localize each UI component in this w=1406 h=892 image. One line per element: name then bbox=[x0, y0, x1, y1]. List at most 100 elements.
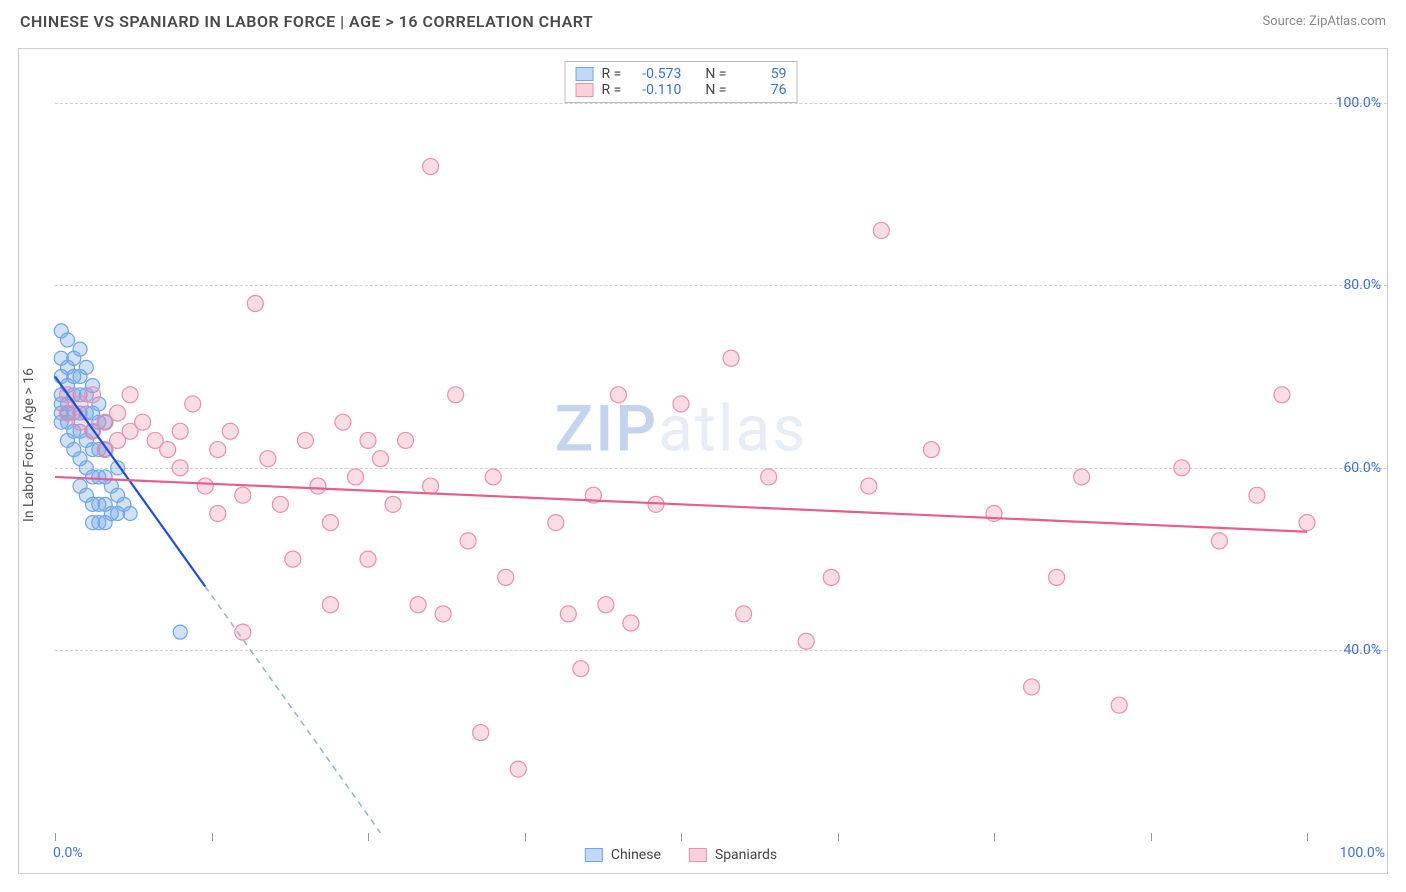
legend-bottom-spaniards: Spaniards bbox=[689, 847, 777, 863]
scatter-point-spaniards bbox=[285, 551, 301, 567]
scatter-point-spaniards bbox=[210, 442, 226, 458]
chart-frame: In Labor Force | Age > 16 40.0% 60.0% 80.0… bbox=[18, 48, 1388, 874]
scatter-point-spaniards bbox=[398, 432, 414, 448]
scatter-point-spaniards bbox=[1049, 569, 1065, 585]
scatter-point-spaniards bbox=[410, 597, 426, 613]
scatter-point-spaniards bbox=[573, 661, 589, 677]
header: CHINESE VS SPANIARD IN LABOR FORCE | AGE… bbox=[0, 0, 1406, 39]
x-tick bbox=[994, 833, 995, 841]
x-tick bbox=[1307, 833, 1308, 841]
scatter-point-spaniards bbox=[260, 451, 276, 467]
scatter-point-spaniards bbox=[723, 350, 739, 366]
scatter-point-spaniards bbox=[160, 442, 176, 458]
scatter-point-spaniards bbox=[598, 597, 614, 613]
scatter-point-spaniards bbox=[1249, 487, 1265, 503]
scatter-point-spaniards bbox=[197, 478, 213, 494]
scatter-point-spaniards bbox=[423, 159, 439, 175]
scatter-point-spaniards bbox=[1074, 469, 1090, 485]
scatter-point-spaniards bbox=[823, 569, 839, 585]
chart-title: CHINESE VS SPANIARD IN LABOR FORCE | AGE… bbox=[20, 12, 593, 31]
scatter-point-spaniards bbox=[385, 496, 401, 512]
scatter-point-spaniards bbox=[185, 396, 201, 412]
legend-swatch-chinese bbox=[585, 848, 603, 862]
x-tick bbox=[368, 833, 369, 841]
scatter-point-spaniards bbox=[1174, 460, 1190, 476]
legend-R-label: R = bbox=[602, 66, 622, 82]
scatter-point-spaniards bbox=[736, 606, 752, 622]
scatter-point-spaniards bbox=[873, 222, 889, 238]
x-axis-label-100: 100.0% bbox=[1340, 845, 1385, 861]
scatter-point-spaniards bbox=[235, 487, 251, 503]
trend-line-dash-chinese bbox=[205, 587, 380, 833]
scatter-point-spaniards bbox=[247, 295, 263, 311]
scatter-point-spaniards bbox=[122, 387, 138, 403]
scatter-point-spaniards bbox=[1024, 679, 1040, 695]
legend-R-label: R = bbox=[602, 82, 622, 98]
y-tick-label: 40.0% bbox=[1343, 642, 1381, 658]
scatter-point-spaniards bbox=[761, 469, 777, 485]
scatter-point-spaniards bbox=[1211, 533, 1227, 549]
scatter-point-spaniards bbox=[485, 469, 501, 485]
legend-swatch-chinese bbox=[576, 67, 594, 81]
plot-area: In Labor Force | Age > 16 40.0%60.0%80.0… bbox=[55, 57, 1307, 833]
x-tick bbox=[838, 833, 839, 841]
scatter-point-spaniards bbox=[110, 405, 126, 421]
legend-N-label: N = bbox=[705, 66, 726, 82]
legend-bottom: Chinese Spaniards bbox=[585, 847, 777, 863]
x-tick bbox=[525, 833, 526, 841]
y-tick-label: 80.0% bbox=[1343, 277, 1381, 293]
legend-top: R = -0.573 N = 59 R = -0.110 N = 76 bbox=[565, 61, 798, 103]
scatter-point-spaniards bbox=[272, 496, 288, 512]
scatter-point-spaniards bbox=[448, 387, 464, 403]
legend-label-chinese: Chinese bbox=[611, 847, 661, 863]
scatter-point-spaniards bbox=[861, 478, 877, 494]
scatter-point-spaniards bbox=[135, 414, 151, 430]
legend-top-row-chinese: R = -0.573 N = 59 bbox=[576, 66, 787, 82]
x-axis-label-0: 0.0% bbox=[53, 845, 83, 861]
x-tick bbox=[55, 833, 56, 841]
y-tick-label: 60.0% bbox=[1343, 460, 1381, 476]
scatter-point-chinese bbox=[79, 360, 93, 374]
scatter-point-spaniards bbox=[473, 725, 489, 741]
scatter-point-chinese bbox=[73, 342, 87, 356]
scatter-point-spaniards bbox=[798, 633, 814, 649]
scatter-point-spaniards bbox=[1111, 697, 1127, 713]
scatter-point-spaniards bbox=[498, 569, 514, 585]
legend-N-spaniards: 76 bbox=[734, 82, 786, 98]
x-tick bbox=[681, 833, 682, 841]
legend-R-chinese: -0.573 bbox=[629, 66, 681, 82]
scatter-point-spaniards bbox=[322, 597, 338, 613]
scatter-point-chinese bbox=[61, 333, 75, 347]
scatter-point-chinese bbox=[123, 506, 137, 520]
scatter-point-spaniards bbox=[85, 387, 101, 403]
legend-bottom-chinese: Chinese bbox=[585, 847, 661, 863]
scatter-point-spaniards bbox=[297, 432, 313, 448]
legend-swatch-spaniards bbox=[689, 848, 707, 862]
scatter-point-spaniards bbox=[322, 515, 338, 531]
legend-swatch-spaniards bbox=[576, 83, 594, 97]
scatter-point-spaniards bbox=[222, 423, 238, 439]
scatter-point-chinese bbox=[173, 625, 187, 639]
x-tick bbox=[1151, 833, 1152, 841]
scatter-point-spaniards bbox=[610, 387, 626, 403]
legend-top-row-spaniards: R = -0.110 N = 76 bbox=[576, 82, 787, 98]
x-tick bbox=[212, 833, 213, 841]
legend-label-spaniards: Spaniards bbox=[715, 847, 777, 863]
scatter-point-spaniards bbox=[510, 761, 526, 777]
scatter-point-spaniards bbox=[360, 551, 376, 567]
scatter-point-spaniards bbox=[435, 606, 451, 622]
source-label: Source: ZipAtlas.com bbox=[1262, 14, 1386, 29]
scatter-point-spaniards bbox=[673, 396, 689, 412]
scatter-point-spaniards bbox=[373, 451, 389, 467]
scatter-point-spaniards bbox=[423, 478, 439, 494]
scatter-point-spaniards bbox=[335, 414, 351, 430]
scatter-point-spaniards bbox=[548, 515, 564, 531]
scatter-point-spaniards bbox=[172, 423, 188, 439]
scatter-point-spaniards bbox=[560, 606, 576, 622]
y-axis-title: In Labor Force | Age > 16 bbox=[21, 368, 37, 522]
scatter-point-spaniards bbox=[1299, 515, 1315, 531]
scatter-point-spaniards bbox=[347, 469, 363, 485]
scatter-point-spaniards bbox=[623, 615, 639, 631]
y-tick-label: 100.0% bbox=[1336, 95, 1381, 111]
legend-N-label: N = bbox=[705, 82, 726, 98]
